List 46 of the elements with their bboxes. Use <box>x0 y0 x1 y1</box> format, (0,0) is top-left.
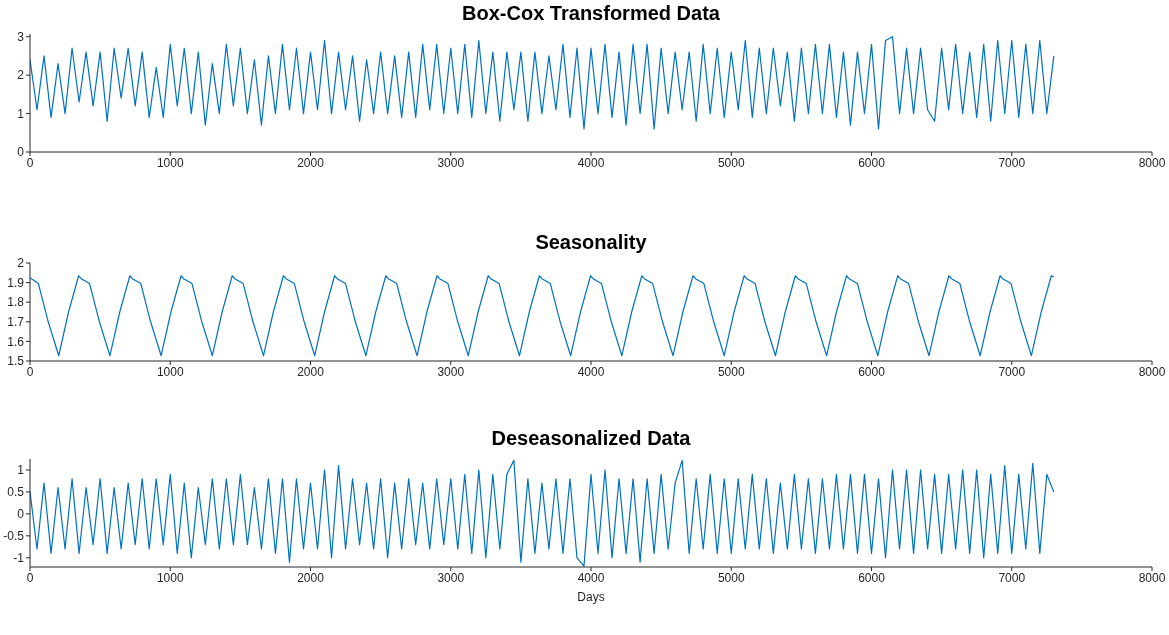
x-tick-label: 2000 <box>297 570 325 585</box>
chart-title: Deseasonalized Data <box>490 427 692 450</box>
y-tick-label: 0 <box>17 145 25 160</box>
x-tick-label: 5000 <box>717 364 745 379</box>
y-tick-label: 1.5 <box>7 354 25 369</box>
x-tick-label: 8000 <box>1138 155 1166 170</box>
x-tick-label: 8000 <box>1138 364 1166 379</box>
y-tick-label: 2 <box>17 256 25 271</box>
y-tick-label: -1 <box>13 551 25 566</box>
y-tick-label: 1.9 <box>7 275 25 290</box>
x-tick-label: 1000 <box>156 155 184 170</box>
x-tick-label: 7000 <box>998 570 1026 585</box>
x-tick-label: 3000 <box>437 364 465 379</box>
x-tick-label: 5000 <box>717 570 745 585</box>
x-tick-label: 6000 <box>858 570 886 585</box>
x-tick-label: 3000 <box>437 570 465 585</box>
line-series <box>30 459 1055 567</box>
x-tick-label: 4000 <box>577 364 605 379</box>
y-tick-label: 1 <box>17 106 25 121</box>
x-tick-label: 5000 <box>717 155 745 170</box>
x-tick-label: 1000 <box>156 570 184 585</box>
x-tick-label: 6000 <box>858 155 886 170</box>
y-tick-label: 0.5 <box>7 485 25 500</box>
chart-title: Seasonality <box>534 231 648 254</box>
x-tick-label: 4000 <box>577 570 605 585</box>
x-tick-label: 1000 <box>156 364 184 379</box>
line-series <box>30 36 1055 130</box>
x-tick-label: 7000 <box>998 364 1026 379</box>
chart-title: Box-Cox Transformed Data <box>461 2 721 25</box>
x-tick-label: 6000 <box>858 364 886 379</box>
x-axis-title: Days <box>577 590 605 604</box>
y-tick-label: 2 <box>17 68 25 83</box>
x-tick-label: 2000 <box>297 155 325 170</box>
y-tick-label: 3 <box>17 29 25 44</box>
x-tick-label: 7000 <box>998 155 1026 170</box>
y-tick-label: 1.6 <box>7 334 25 349</box>
y-tick-label: 0 <box>17 507 25 522</box>
y-tick-label: 1.7 <box>7 315 25 330</box>
y-tick-label: -0.5 <box>3 529 25 544</box>
y-tick-label: 1 <box>17 463 25 478</box>
x-tick-label: 2000 <box>297 364 325 379</box>
line-series <box>30 275 1055 357</box>
x-tick-label: 4000 <box>577 155 605 170</box>
y-tick-label: 1.8 <box>7 295 25 310</box>
x-tick-label: 3000 <box>437 155 465 170</box>
x-tick-label: 8000 <box>1138 570 1166 585</box>
